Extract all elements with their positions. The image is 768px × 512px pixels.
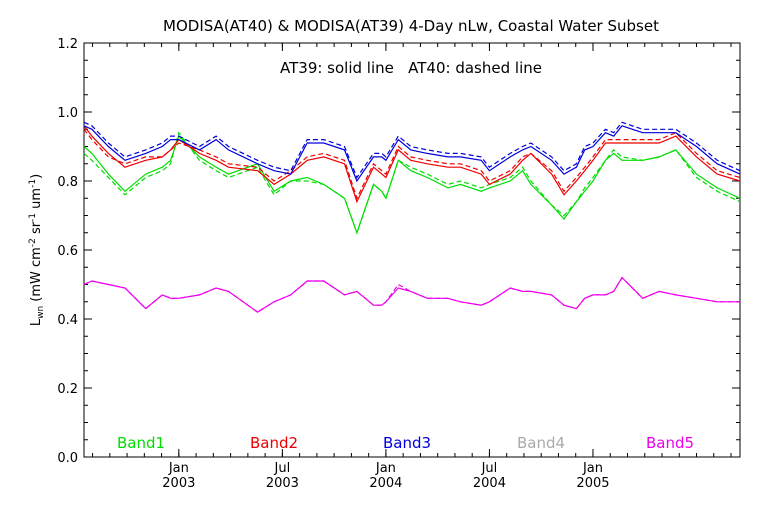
x-tick-year: 2003 [266, 476, 299, 491]
line-style-annotation: AT39: solid line AT40: dashed line [280, 59, 542, 77]
band5-at39-line [83, 276, 740, 313]
y-axis: 0.0 0.2 0.4 0.6 0.8 1.0 1.2 [57, 37, 740, 466]
y-label-units-d: ) [29, 174, 44, 179]
plot-frame [83, 42, 741, 458]
y-tick-label: 0.0 [57, 451, 78, 466]
series-band2 [83, 125, 741, 204]
x-tick-month: Jul [274, 461, 291, 476]
band1-at40-line [83, 131, 741, 235]
x-tick-year: 2003 [162, 476, 195, 491]
x-tick-month: Jan [582, 461, 603, 476]
y-tick-label: 1.2 [57, 37, 78, 52]
y-tick-label: 0.2 [57, 382, 78, 397]
band3-at39-line [83, 125, 741, 183]
y-axis-label: Lwn (mW cm-2 sr-1 um-1) [28, 174, 46, 326]
y-label-units-c: um [29, 188, 44, 213]
series-band1 [83, 131, 741, 235]
y-label-units-b: sr [29, 221, 44, 238]
y-label-sub: wn [36, 306, 46, 319]
band3-at40-line [83, 121, 741, 179]
series-band3 [83, 121, 741, 183]
series-band5 [83, 276, 740, 313]
x-tick-year: 2004 [369, 476, 402, 491]
y-tick-label: 0.6 [57, 244, 78, 259]
legend: Band1 Band2 Band3 Band4 Band5 [117, 434, 694, 452]
legend-band2: Band2 [250, 434, 298, 452]
x-tick-month: Jul [481, 461, 498, 476]
y-tick-label: 0.4 [57, 313, 78, 328]
x-tick-month: Jan [375, 461, 396, 476]
y-tick-label: 0.8 [57, 175, 78, 190]
legend-band4: Band4 [517, 434, 565, 452]
x-tick-year: 2005 [576, 476, 609, 491]
y-tick-label: 1.0 [57, 106, 78, 121]
legend-band1: Band1 [117, 434, 165, 452]
band2-at40-line [83, 128, 741, 200]
band5-at40-line [83, 276, 740, 313]
y-label-sup2: -1 [28, 213, 38, 222]
x-tick-year: 2004 [473, 476, 506, 491]
y-label-sup1: -2 [28, 238, 38, 247]
legend-band5: Band5 [646, 434, 694, 452]
y-label-sup3: -1 [28, 179, 38, 188]
legend-band3: Band3 [383, 434, 431, 452]
band2-at39-line [83, 125, 741, 204]
series-layer [83, 121, 741, 313]
y-label-units-a: (mW cm [29, 247, 44, 306]
y-label-main: L [29, 318, 44, 326]
chart-title: MODISA(AT40) & MODISA(AT39) 4-Day nLw, C… [163, 17, 659, 35]
x-tick-month: Jan [168, 461, 189, 476]
